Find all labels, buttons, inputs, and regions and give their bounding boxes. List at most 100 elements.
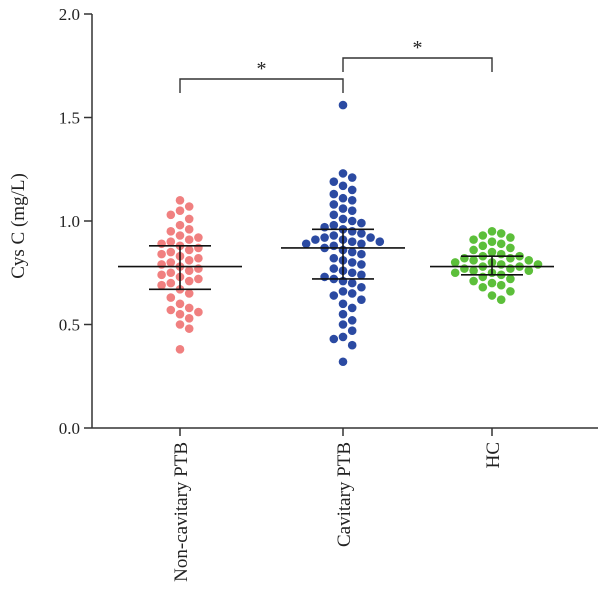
data-point <box>166 227 176 236</box>
data-point <box>469 276 478 286</box>
data-point <box>487 278 497 288</box>
data-point <box>184 266 194 275</box>
data-point <box>329 200 339 209</box>
data-point <box>357 295 366 304</box>
data-point <box>157 239 166 249</box>
significance-brackets: ** <box>179 37 493 93</box>
data-point <box>347 340 357 350</box>
data-point <box>184 235 194 244</box>
data-point <box>320 222 329 232</box>
data-point <box>347 185 357 195</box>
data-point <box>460 264 469 273</box>
data-point <box>194 264 203 273</box>
data-point <box>357 249 366 259</box>
data-point <box>496 249 506 259</box>
data-point <box>175 299 185 309</box>
data-point <box>311 235 320 244</box>
data-point <box>329 177 339 186</box>
data-point <box>175 196 185 205</box>
data-point <box>478 231 488 240</box>
y-tick-label: 0.0 <box>59 419 80 438</box>
data-point <box>506 274 515 284</box>
data-point <box>487 247 497 257</box>
data-point <box>329 253 339 263</box>
data-point <box>184 276 194 286</box>
data-point <box>347 173 357 182</box>
data-point <box>175 320 185 329</box>
data-point <box>329 334 339 344</box>
significance-bracket <box>342 57 493 72</box>
data-point <box>450 258 460 267</box>
data-point <box>175 220 185 230</box>
data-point <box>347 237 357 246</box>
data-point <box>166 210 176 220</box>
data-point <box>460 253 469 263</box>
data-point <box>166 305 176 315</box>
data-point <box>357 239 366 249</box>
data-point <box>338 309 348 319</box>
data-point <box>357 218 366 228</box>
data-point <box>496 229 506 238</box>
data-point <box>506 253 515 263</box>
data-point <box>347 303 357 313</box>
data-point <box>496 280 506 290</box>
data-point <box>338 169 348 178</box>
data-point <box>338 357 348 367</box>
data-point <box>329 220 339 230</box>
data-point <box>184 202 194 211</box>
y-tick-label: 0.5 <box>59 316 80 335</box>
data-point <box>329 189 339 199</box>
data-point <box>194 307 203 317</box>
data-point <box>301 239 311 249</box>
data-point <box>469 235 478 244</box>
x-tick-label: HC <box>483 442 504 468</box>
significance-bracket <box>179 78 344 93</box>
data-point <box>366 233 375 242</box>
data-point <box>175 309 185 319</box>
data-point <box>347 326 357 336</box>
axes: 0.0 0.5 1.0 1.5 2.0 Non-cavitary PTB Cavitary … <box>59 5 598 582</box>
data-point <box>184 289 194 298</box>
data-point <box>487 291 497 300</box>
data-point <box>478 241 488 251</box>
y-axis-label: Cys C (mg/L) <box>8 173 29 279</box>
data-point <box>338 287 348 296</box>
data-point <box>469 266 478 275</box>
data-point <box>184 303 194 313</box>
significance-marker: * <box>413 37 423 59</box>
data-point <box>524 266 534 275</box>
data-point <box>329 210 339 220</box>
data-point <box>166 293 176 302</box>
error-bars <box>118 228 554 291</box>
data-point <box>157 280 166 290</box>
data-point <box>184 256 194 265</box>
data-point <box>184 313 194 323</box>
data-point <box>506 264 515 273</box>
data-point <box>347 268 357 278</box>
data-point <box>338 299 348 309</box>
y-tick-label: 1.5 <box>59 109 80 128</box>
data-points <box>157 100 543 367</box>
data-point <box>338 214 348 224</box>
data-point <box>506 287 515 296</box>
data-point <box>184 224 194 234</box>
data-point <box>347 278 357 288</box>
significance-marker: * <box>257 58 267 80</box>
data-point <box>524 256 534 265</box>
data-point <box>184 214 194 224</box>
data-point <box>357 282 366 292</box>
data-point <box>175 206 185 215</box>
data-point <box>347 216 357 226</box>
data-point <box>347 316 357 325</box>
data-point <box>506 233 515 242</box>
data-point <box>469 256 478 265</box>
data-point <box>478 272 488 282</box>
data-point <box>375 237 385 246</box>
data-point <box>347 289 357 298</box>
data-point <box>338 204 348 213</box>
data-point <box>194 274 203 284</box>
data-point <box>338 320 348 329</box>
data-point <box>347 206 357 215</box>
data-point <box>166 268 176 278</box>
